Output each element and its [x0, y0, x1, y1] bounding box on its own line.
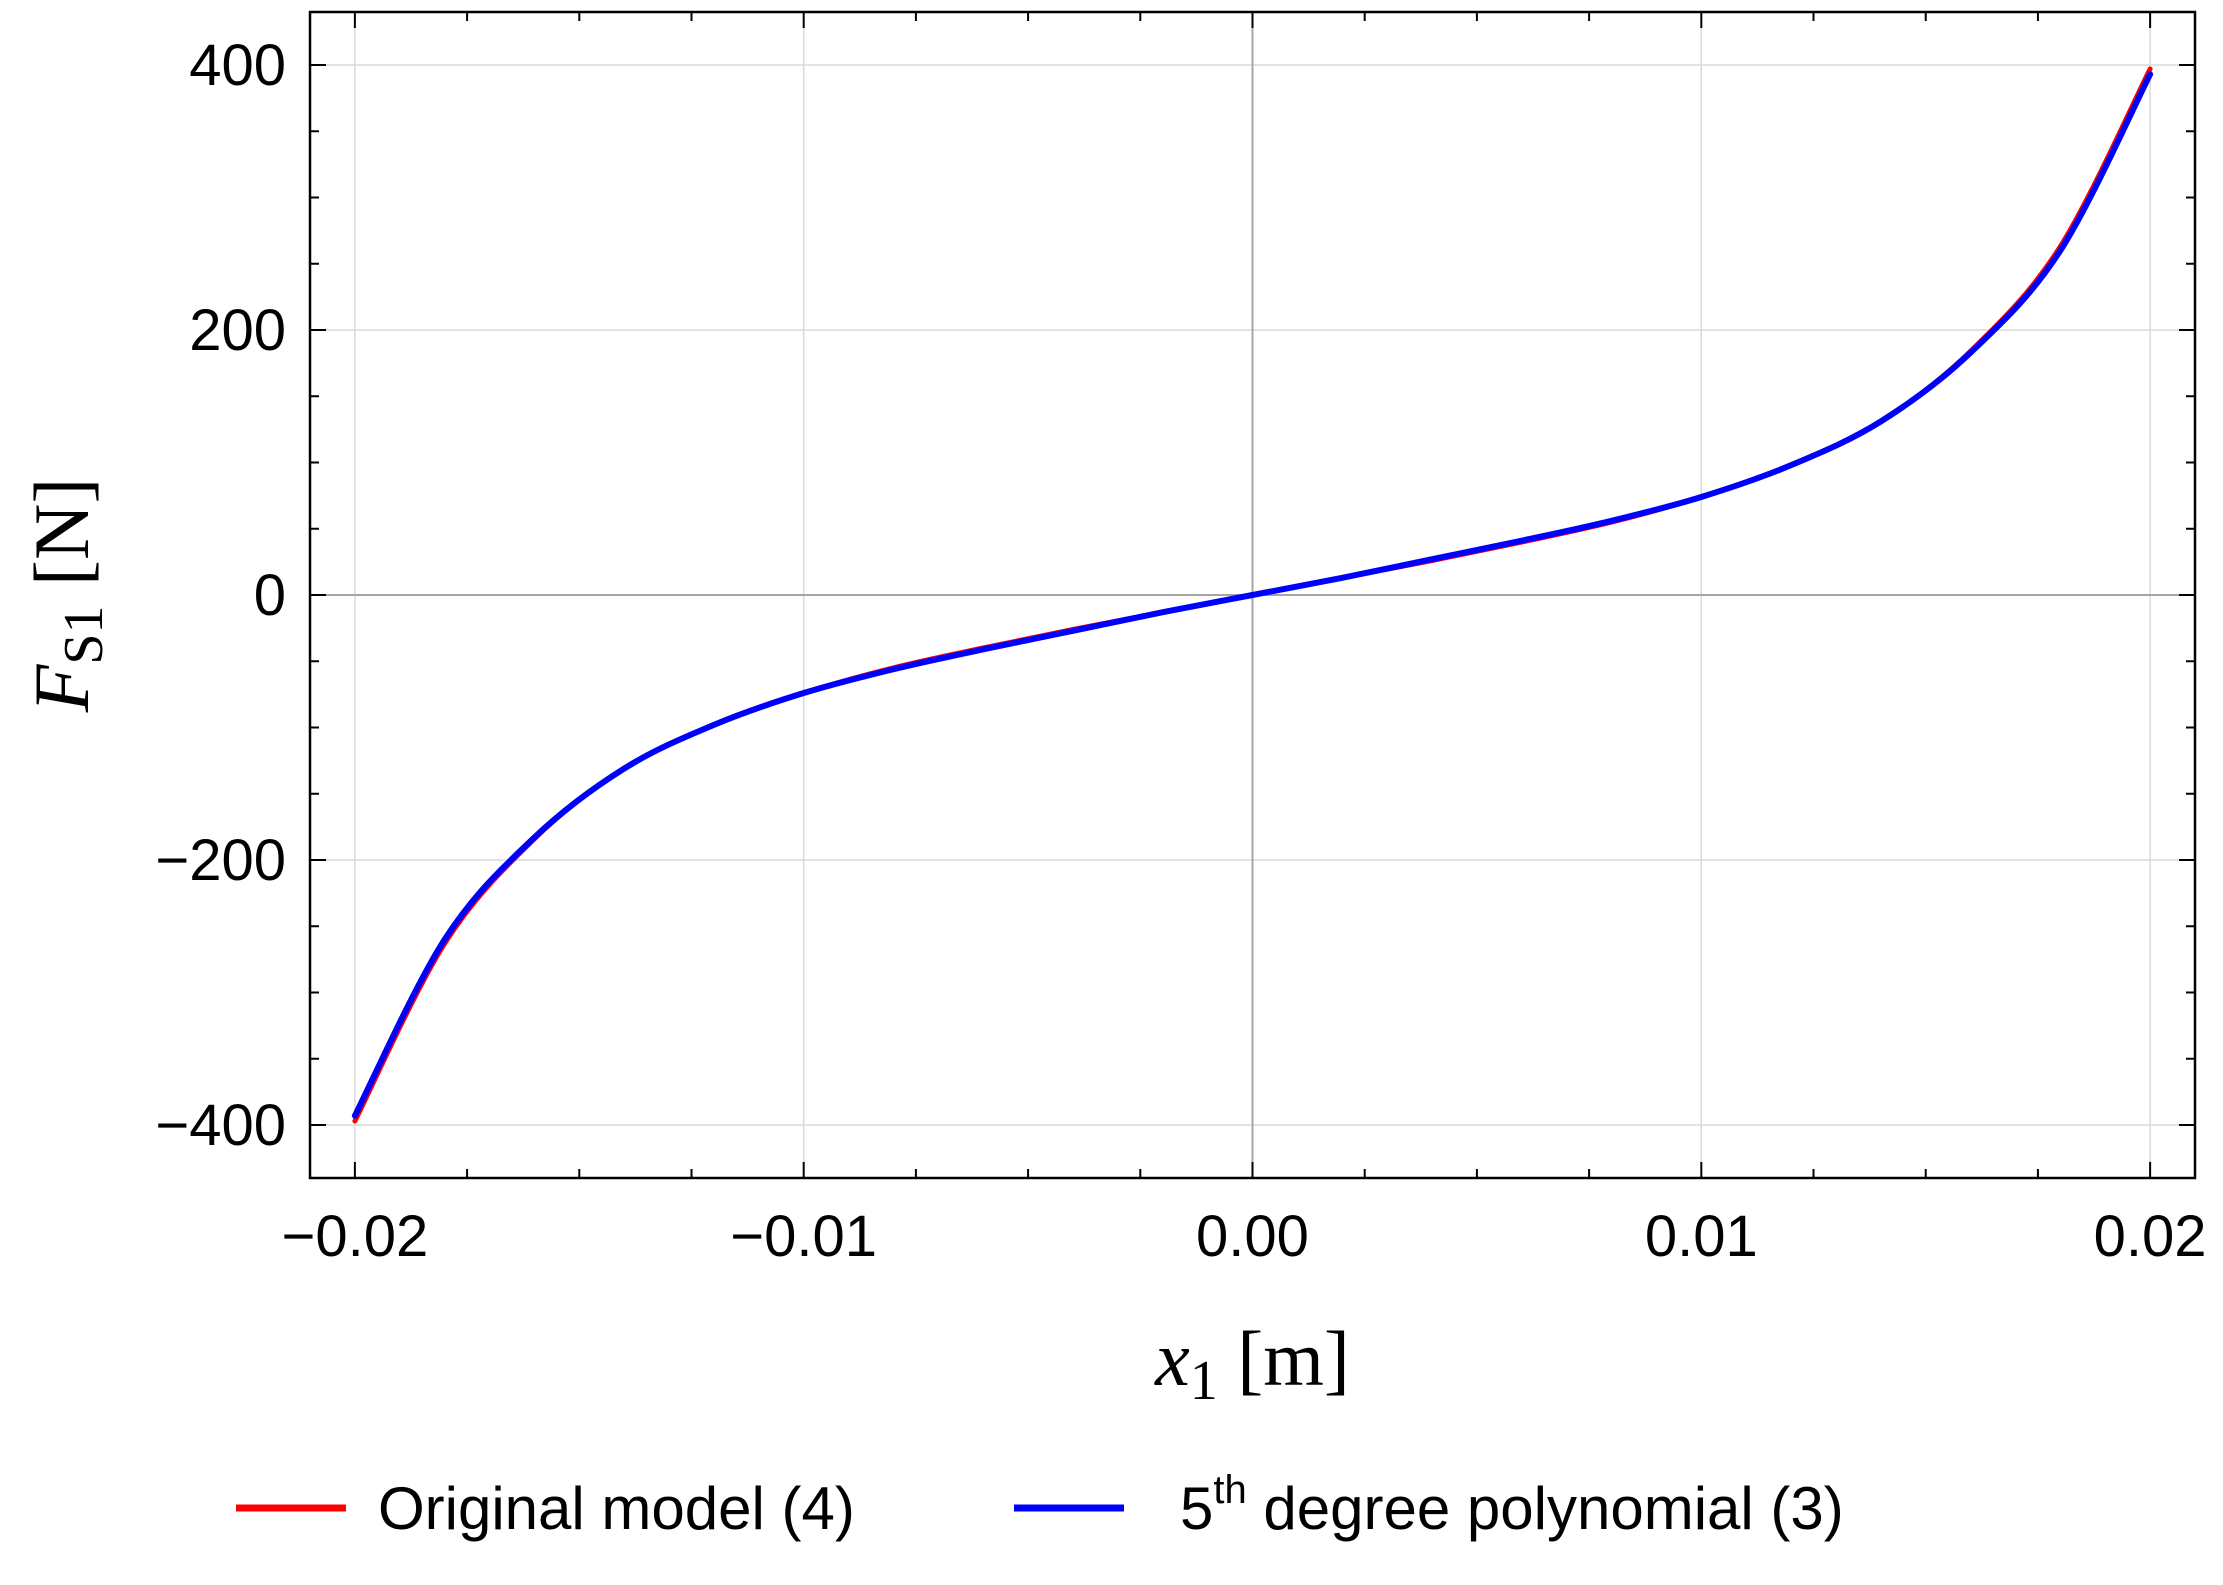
y-axis-sub: S1	[53, 605, 115, 664]
series-5th-degree-polynomial	[351, 71, 2154, 1119]
y-tick-label: −400	[155, 1093, 286, 1158]
x-tick-label: 0.00	[1196, 1204, 1309, 1269]
y-axis-var: F	[18, 663, 105, 713]
series-layer	[351, 66, 2154, 1124]
y-axis-label: FS1 [N]	[18, 478, 115, 714]
x-tick-label: −0.02	[281, 1204, 428, 1269]
legend-label-polynomial: 5th degree polynomial (3)	[1180, 1468, 1844, 1542]
y-tick-label: −200	[155, 828, 286, 893]
x-axis-sub: 1	[1190, 1350, 1218, 1412]
x-tick-label: −0.01	[730, 1204, 877, 1269]
y-tick-label: 400	[189, 33, 286, 98]
tick-labels: −0.02 −0.01 0.00 0.01 0.02 −400 −200 0 200 400	[155, 33, 2206, 1269]
y-tick-label: 200	[189, 298, 286, 363]
x-tick-label: 0.02	[2094, 1204, 2207, 1269]
legend-label-original: Original model (4)	[378, 1475, 855, 1542]
y-axis-unit: [N]	[18, 478, 105, 586]
legend: Original model (4) 5th degree polynomial…	[236, 1468, 1844, 1542]
tick-marks	[310, 12, 2195, 1178]
x-axis-label: x1 [m]	[1154, 1315, 1350, 1412]
x-axis-var: x	[1154, 1315, 1190, 1402]
x-tick-label: 0.01	[1645, 1204, 1758, 1269]
x-axis-unit: [m]	[1237, 1315, 1350, 1402]
y-tick-label: 0	[254, 563, 286, 628]
